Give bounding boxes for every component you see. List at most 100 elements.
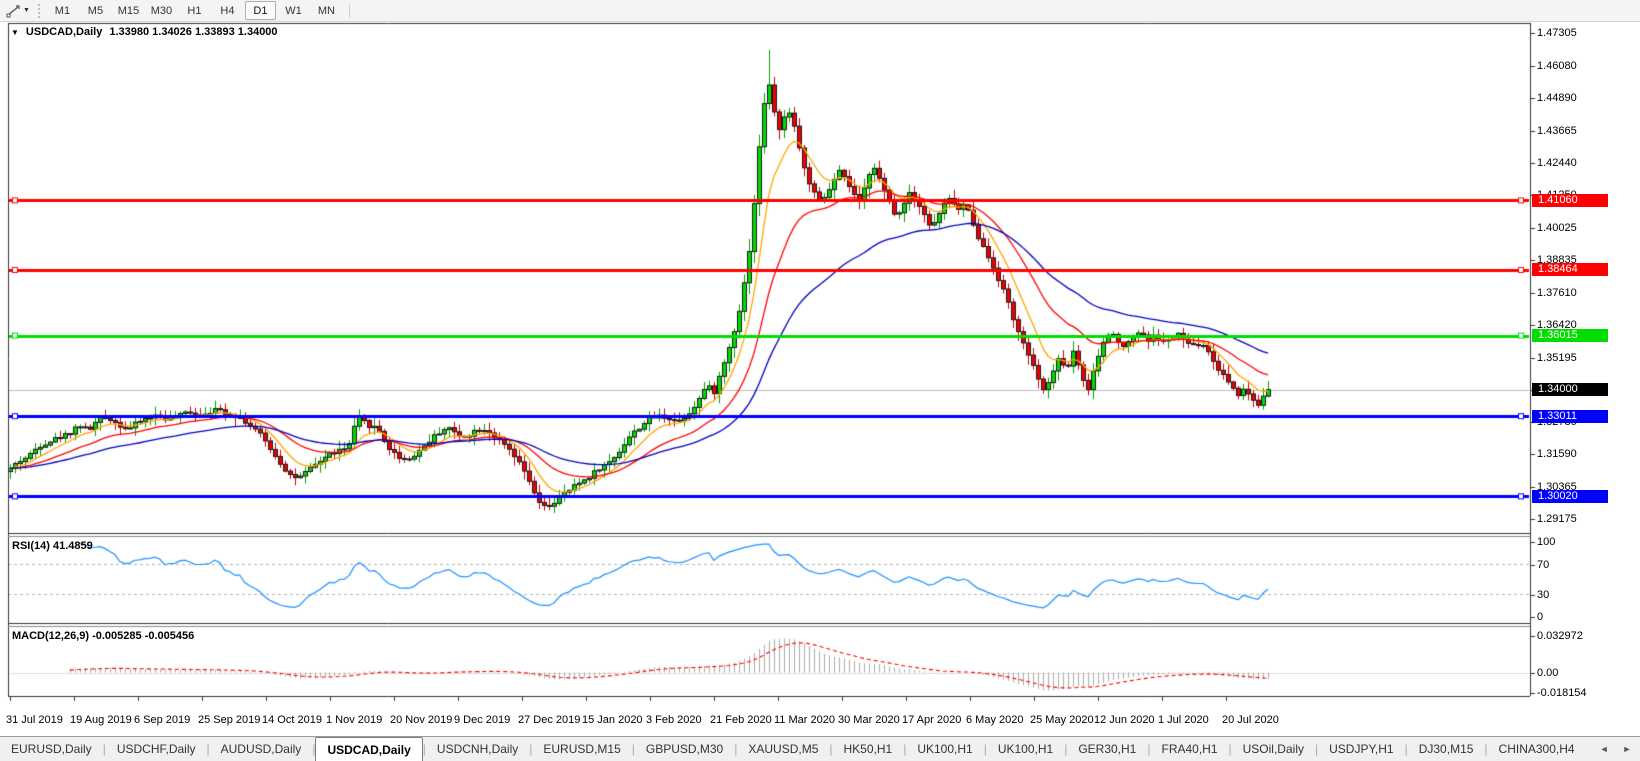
price-tick-label: 1.40025	[1537, 222, 1577, 235]
tab-separator: |	[1147, 742, 1151, 756]
trendline-tool-icon	[6, 4, 21, 18]
tab-separator: |	[1404, 742, 1408, 756]
rsi-level-label: 0	[1537, 611, 1544, 623]
timeframe-button-H4[interactable]: H4	[220, 4, 235, 17]
tab-separator: |	[102, 742, 106, 756]
tab-separator: |	[903, 742, 907, 756]
price-tick-label: 1.35195	[1537, 351, 1577, 364]
chart-tab-xauusd-m5[interactable]: XAUUSD,M5	[748, 742, 819, 756]
symbol-dropdown-icon[interactable]: ▼	[11, 27, 19, 37]
chart-tab-uk100-h1[interactable]: UK100,H1	[917, 742, 973, 756]
chart-tab-usdchf-daily[interactable]: USDCHF,Daily	[116, 742, 196, 756]
tab-separator: |	[829, 742, 833, 756]
chart-tabs: EURUSD,Daily | USDCHF,Daily | AUDUSD,Daily | U…	[0, 737, 1586, 761]
chart-tab-ger30-h1[interactable]: GER30,H1	[1078, 742, 1137, 756]
rsi-level-label: 30	[1537, 588, 1550, 601]
chart-tab-china300-h4[interactable]: CHINA300,H4	[1498, 742, 1575, 756]
date-label: 14 Oct 2019	[262, 714, 322, 726]
timeframe-button-D1[interactable]: D1	[244, 1, 276, 20]
date-label: 19 Aug 2019	[70, 714, 132, 726]
date-label: 31 Jul 2019	[6, 714, 63, 726]
timeframe-button-M15[interactable]: M15	[117, 4, 140, 17]
date-label: 1 Nov 2019	[326, 714, 383, 726]
price-tick-label: 1.37610	[1537, 286, 1577, 299]
date-label: 12 Jun 2020	[1094, 714, 1155, 726]
tab-separator: |	[1228, 742, 1232, 756]
chart-tab-usdjpy-h1[interactable]: USDJPY,H1	[1329, 742, 1394, 756]
macd-axis-label: 0.032972	[1537, 629, 1583, 642]
toolbar-separator	[348, 3, 350, 18]
chart-tab-audusd-daily[interactable]: AUDUSD,Daily	[220, 742, 302, 756]
trendline-tool-button[interactable]: ▼	[3, 2, 33, 20]
date-label: 15 Jan 2020	[582, 714, 643, 726]
timeframe-button-M1[interactable]: M1	[54, 4, 71, 17]
macd-indicator-label: MACD(12,26,9) -0.005285 -0.005456	[12, 630, 195, 642]
chart-tab-uk100-h1[interactable]: UK100,H1	[997, 742, 1054, 756]
tab-scroll-right-icon[interactable]: ►	[1622, 744, 1632, 754]
ohlc-values: 1.33980 1.34026 1.33893 1.34000	[109, 26, 278, 38]
chart-tab-usdcad-daily[interactable]: USDCAD,Daily	[315, 737, 423, 761]
top-toolbar: ▼ M1 M5 M15 M30 H1 H4 D1 W1 MN	[0, 0, 1640, 22]
price-line-badge: 1.38464	[1532, 263, 1608, 277]
macd-axis-label: 0.00	[1537, 666, 1559, 679]
rsi-indicator-label: RSI(14) 41.4859	[12, 540, 93, 552]
tab-separator: |	[422, 742, 426, 756]
price-tick-label: 1.42440	[1537, 157, 1577, 170]
date-label: 20 Nov 2019	[390, 714, 453, 726]
tab-separator: |	[1064, 742, 1068, 756]
timeframe-button-H1[interactable]: H1	[187, 4, 202, 17]
chart-tab-eurusd-daily[interactable]: EURUSD,Daily	[11, 742, 92, 756]
timeframe-button-MN[interactable]: MN	[317, 4, 335, 17]
tab-separator: |	[631, 742, 635, 756]
tab-separator: |	[1484, 742, 1488, 756]
timeframe-button-M5[interactable]: M5	[87, 4, 104, 17]
date-label: 27 Dec 2019	[518, 714, 581, 726]
price-line-badge: 1.30020	[1532, 489, 1608, 503]
tool-dropdown-arrow-icon[interactable]: ▼	[23, 7, 30, 14]
date-label: 30 Mar 2020	[838, 714, 900, 726]
date-label: 1 Jul 2020	[1158, 714, 1209, 726]
chart-tab-bar: EURUSD,Daily | USDCHF,Daily | AUDUSD,Daily | U…	[0, 736, 1640, 761]
timeframe-button-M30[interactable]: M30	[150, 4, 173, 17]
symbol-title: USDCAD,Daily	[25, 26, 103, 38]
symbol-ohlc-header: ▼ USDCAD,Daily 1.33980 1.34026 1.33893 1…	[11, 26, 278, 38]
date-label: 21 Feb 2020	[710, 714, 772, 726]
tab-separator: |	[312, 742, 316, 756]
chart-tab-dj30-m15[interactable]: DJ30,M15	[1418, 742, 1474, 756]
price-tick-label: 1.46080	[1537, 59, 1577, 72]
date-label: 6 May 2020	[966, 714, 1024, 726]
chart-tab-hk50-h1[interactable]: HK50,H1	[843, 742, 893, 756]
price-tick-label: 1.31590	[1537, 448, 1577, 461]
price-line-badge: 1.41060	[1532, 193, 1608, 207]
date-label: 11 Mar 2020	[774, 714, 835, 726]
rsi-level-label: 70	[1537, 558, 1550, 571]
date-label: 9 Dec 2019	[454, 714, 511, 726]
date-label: 17 Apr 2020	[902, 714, 962, 726]
chart-tab-eurusd-m15[interactable]: EURUSD,M15	[543, 742, 621, 756]
price-tick-label: 1.36420	[1537, 318, 1577, 331]
tab-separator: |	[206, 742, 210, 756]
price-tick-label: 1.47305	[1537, 27, 1577, 39]
tab-separator: |	[1314, 742, 1319, 756]
chart-tab-usoil-daily[interactable]: USOil,Daily	[1242, 742, 1304, 756]
toolbar-grip	[37, 3, 40, 18]
price-tick-label: 1.29175	[1537, 513, 1577, 525]
current-price-badge: 1.34000	[1532, 383, 1608, 397]
price-tick-label: 1.43665	[1537, 124, 1577, 137]
tab-scroll-left-icon[interactable]: ◄	[1599, 744, 1609, 754]
date-label: 3 Feb 2020	[646, 714, 702, 726]
chart-tab-usdcnh-daily[interactable]: USDCNH,Daily	[436, 742, 519, 756]
date-label: 20 Jul 2020	[1222, 714, 1279, 726]
chart-tab-fra40-h1[interactable]: FRA40,H1	[1161, 742, 1218, 756]
tab-separator: |	[983, 742, 987, 756]
price-tick-label: 1.44890	[1537, 91, 1577, 104]
price-line-badge: 1.36015	[1532, 329, 1608, 343]
date-label: 25 Sep 2019	[198, 714, 261, 726]
timeframe-button-W1[interactable]: W1	[285, 4, 302, 17]
chart-tab-gbpusd-m30[interactable]: GBPUSD,M30	[645, 742, 724, 756]
price-line-badge: 1.33011	[1532, 409, 1608, 423]
tab-separator: |	[734, 742, 738, 756]
macd-axis-label: -0.018154	[1537, 686, 1587, 699]
tab-scroll-controls: ◄ ►	[1586, 737, 1640, 761]
